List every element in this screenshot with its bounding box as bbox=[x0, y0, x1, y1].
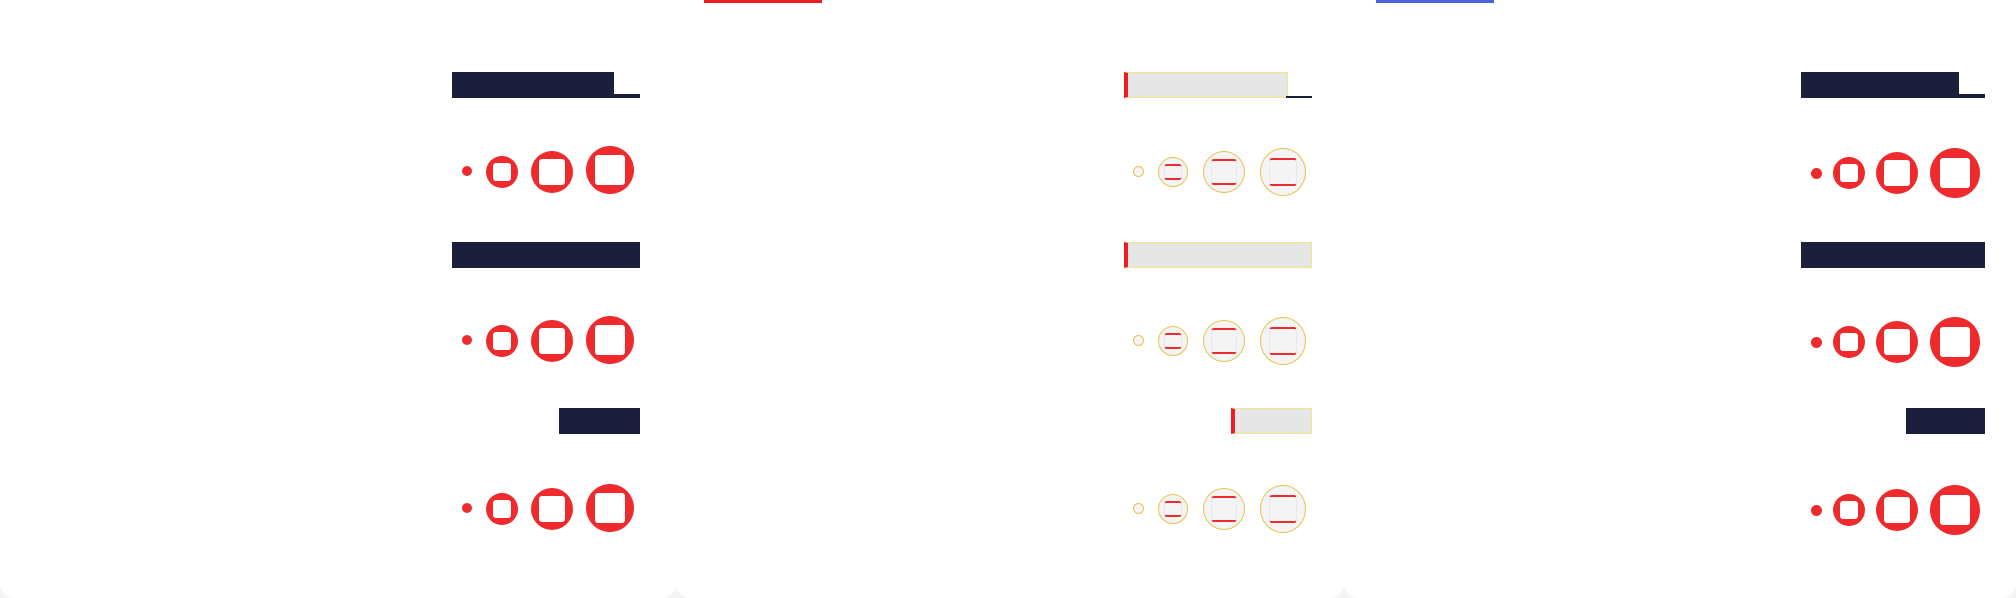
radio-inner-square bbox=[539, 496, 565, 522]
radio-dot-sm[interactable] bbox=[486, 325, 518, 357]
radio-dot-md[interactable] bbox=[1203, 488, 1245, 530]
radio-inner-square bbox=[1940, 327, 1970, 357]
radio-inner-square bbox=[1940, 158, 1970, 188]
heading-bar-1 bbox=[1124, 72, 1288, 98]
radio-dot-xs[interactable] bbox=[462, 335, 472, 345]
radio-dot-xs[interactable] bbox=[1133, 503, 1144, 514]
radio-dot-lg[interactable] bbox=[1930, 148, 1980, 198]
heading-bar-2 bbox=[1801, 242, 1985, 268]
heading-bar-3 bbox=[1231, 408, 1312, 434]
radio-dot-md[interactable] bbox=[531, 320, 573, 362]
radio-dot-lg[interactable] bbox=[586, 146, 634, 194]
heading-bar-1 bbox=[452, 72, 614, 98]
radio-dot-xs[interactable] bbox=[1811, 168, 1822, 179]
radio-inner-square bbox=[539, 328, 565, 354]
radio-dot-sm[interactable] bbox=[1158, 326, 1188, 356]
panel-2 bbox=[676, 0, 1344, 598]
radio-dot-lg[interactable] bbox=[1260, 317, 1306, 365]
radio-dot-xs[interactable] bbox=[1811, 337, 1822, 348]
radio-dot-xs[interactable] bbox=[1133, 166, 1144, 177]
radio-inner-square bbox=[1269, 158, 1297, 186]
radio-dot-sm[interactable] bbox=[1833, 326, 1865, 358]
heading-bar-1 bbox=[1801, 72, 1959, 98]
panel-1 bbox=[0, 0, 676, 598]
radio-dot-lg[interactable] bbox=[1930, 485, 1980, 535]
radio-dot-md[interactable] bbox=[1876, 321, 1918, 363]
radio-inner-square bbox=[1164, 501, 1182, 517]
radio-inner-square bbox=[493, 332, 511, 350]
panel-2-accent bbox=[704, 0, 822, 3]
radio-inner-square bbox=[1211, 496, 1237, 522]
radio-inner-square bbox=[595, 155, 625, 185]
radio-inner-square bbox=[1940, 495, 1970, 525]
radio-inner-square bbox=[595, 493, 625, 523]
radio-inner-square bbox=[595, 325, 625, 355]
radio-inner-square bbox=[1884, 329, 1910, 355]
radio-dot-md[interactable] bbox=[1876, 152, 1918, 194]
radio-dot-sm[interactable] bbox=[1833, 494, 1865, 526]
radio-inner-square bbox=[1269, 327, 1297, 355]
radio-inner-square bbox=[1884, 497, 1910, 523]
heading-underline-1 bbox=[614, 94, 640, 98]
heading-bar-3 bbox=[1906, 408, 1985, 434]
radio-inner-square bbox=[1840, 333, 1858, 351]
radio-inner-square bbox=[1269, 495, 1297, 523]
radio-dot-lg[interactable] bbox=[1260, 148, 1306, 196]
heading-bar-2 bbox=[452, 242, 640, 268]
radio-dot-md[interactable] bbox=[1203, 151, 1245, 193]
radio-dot-sm[interactable] bbox=[1833, 157, 1865, 189]
radio-dot-lg[interactable] bbox=[1260, 485, 1306, 533]
radio-inner-square bbox=[1211, 328, 1237, 354]
panel-3-accent bbox=[1376, 0, 1494, 3]
radio-inner-square bbox=[493, 500, 511, 518]
radio-dot-sm[interactable] bbox=[1158, 157, 1188, 187]
radio-dot-lg[interactable] bbox=[586, 316, 634, 364]
radio-inner-square bbox=[1164, 333, 1182, 349]
radio-dot-lg[interactable] bbox=[1930, 317, 1980, 367]
heading-underline-1 bbox=[1286, 96, 1312, 98]
radio-dot-xs[interactable] bbox=[462, 166, 472, 176]
radio-dot-xs[interactable] bbox=[462, 503, 472, 513]
radio-dot-sm[interactable] bbox=[486, 156, 518, 188]
radio-inner-square bbox=[493, 163, 511, 181]
radio-dot-md[interactable] bbox=[1876, 489, 1918, 531]
radio-inner-square bbox=[1164, 164, 1182, 180]
heading-bar-3 bbox=[559, 408, 640, 434]
radio-inner-square bbox=[1884, 160, 1910, 186]
radio-dot-md[interactable] bbox=[531, 488, 573, 530]
panel-3 bbox=[1344, 0, 2016, 598]
radio-dot-sm[interactable] bbox=[486, 493, 518, 525]
radio-dot-lg[interactable] bbox=[586, 484, 634, 532]
radio-inner-square bbox=[1211, 159, 1237, 185]
radio-dot-xs[interactable] bbox=[1811, 505, 1822, 516]
radio-dot-md[interactable] bbox=[1203, 320, 1245, 362]
radio-dot-md[interactable] bbox=[531, 151, 573, 193]
radio-inner-square bbox=[539, 159, 565, 185]
heading-underline-1 bbox=[1959, 94, 1985, 98]
radio-dot-xs[interactable] bbox=[1133, 335, 1144, 346]
radio-inner-square bbox=[1840, 501, 1858, 519]
heading-bar-2 bbox=[1124, 242, 1312, 268]
radio-inner-square bbox=[1840, 164, 1858, 182]
radio-dot-sm[interactable] bbox=[1158, 494, 1188, 524]
